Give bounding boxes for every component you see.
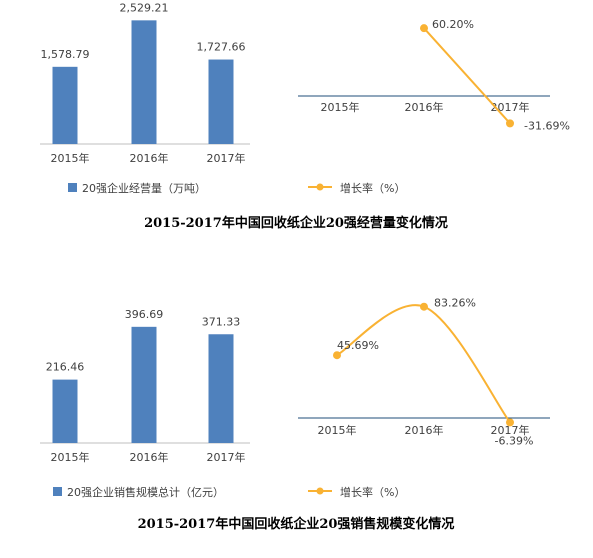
bar-value-label: 2,529.21: [120, 1, 169, 14]
line-chart-sales-scale-growth: 2015年 2016年 2017年 45.69% 83.26% -6.39%: [298, 297, 550, 447]
x-tick-label: 2017年: [491, 423, 530, 437]
bar-value-label: 396.69: [125, 308, 164, 321]
x-tick-label: 2017年: [207, 450, 246, 464]
bar-3: [208, 59, 234, 144]
bar-value-label: 1,727.66: [197, 41, 246, 54]
growth-rate-label: 60.20%: [432, 18, 474, 31]
legend-bar-2: 20强企业销售规模总计（亿元）: [53, 485, 224, 499]
legend-line-marker: [316, 487, 324, 495]
bar-value-label: 216.46: [46, 361, 85, 374]
growth-rate-label: 45.69%: [337, 339, 379, 352]
growth-rate-line: [423, 27, 511, 125]
growth-rate-line: [336, 304, 511, 424]
x-tick-label: 2017年: [491, 100, 530, 114]
growth-rate-point-1: [333, 351, 341, 360]
bar-chart-operating-volume: 1,578.79 2015年 2,529.21 2016年 1,727.66 2017年: [40, 1, 250, 165]
x-tick-label: 2015年: [51, 151, 90, 165]
growth-rate-label: -6.39%: [495, 434, 534, 447]
bar-3: [208, 334, 234, 443]
legend-line-label: 增长率（%）: [340, 485, 405, 499]
bar-chart-sales-scale: 216.46 2015年 396.69 2016年 371.33 2017年: [40, 308, 250, 464]
growth-rate-point-2: [420, 302, 428, 311]
growth-rate-label: 83.26%: [434, 297, 476, 310]
growth-rate-point-2: [420, 24, 428, 33]
line-chart-operating-volume-growth: 2015年 2016年 2017年 60.20% -31.69%: [298, 18, 570, 132]
legend-line-2: 增长率（%）: [308, 485, 405, 499]
x-tick-label: 2015年: [51, 450, 90, 464]
bar-2: [131, 326, 157, 443]
legend-line-1: 增长率（%）: [308, 181, 405, 195]
growth-rate-label: -31.69%: [524, 119, 570, 132]
legend-bar-label: 20强企业销售规模总计（亿元）: [67, 485, 224, 499]
legend-bar-label: 20强企业经营量（万吨）: [82, 181, 206, 195]
growth-rate-point-3: [506, 418, 514, 427]
legend-bar-swatch: [53, 487, 62, 496]
chart-title-1: 2015-2017年中国回收纸企业20强经营量变化情况: [144, 215, 448, 231]
bar-1: [52, 66, 78, 144]
x-tick-label: 2016年: [405, 423, 444, 437]
x-tick-label: 2016年: [130, 151, 169, 165]
x-tick-label: 2016年: [405, 100, 444, 114]
x-tick-label: 2015年: [321, 100, 360, 114]
growth-rate-point-3: [506, 119, 514, 128]
x-tick-label: 2015年: [318, 423, 357, 437]
legend-line-label: 增长率（%）: [340, 181, 405, 195]
bar-2: [131, 20, 157, 145]
legend-bar-swatch: [68, 183, 77, 192]
legend-line-marker: [316, 183, 324, 191]
legend-bar-1: 20强企业经营量（万吨）: [68, 181, 206, 195]
bar-1: [52, 379, 78, 443]
bar-value-label: 1,578.79: [41, 48, 90, 61]
chart-title-2: 2015-2017年中国回收纸企业20强销售规模变化情况: [138, 516, 455, 532]
x-tick-label: 2016年: [130, 450, 169, 464]
bar-value-label: 371.33: [202, 315, 241, 328]
x-tick-label: 2017年: [207, 151, 246, 165]
